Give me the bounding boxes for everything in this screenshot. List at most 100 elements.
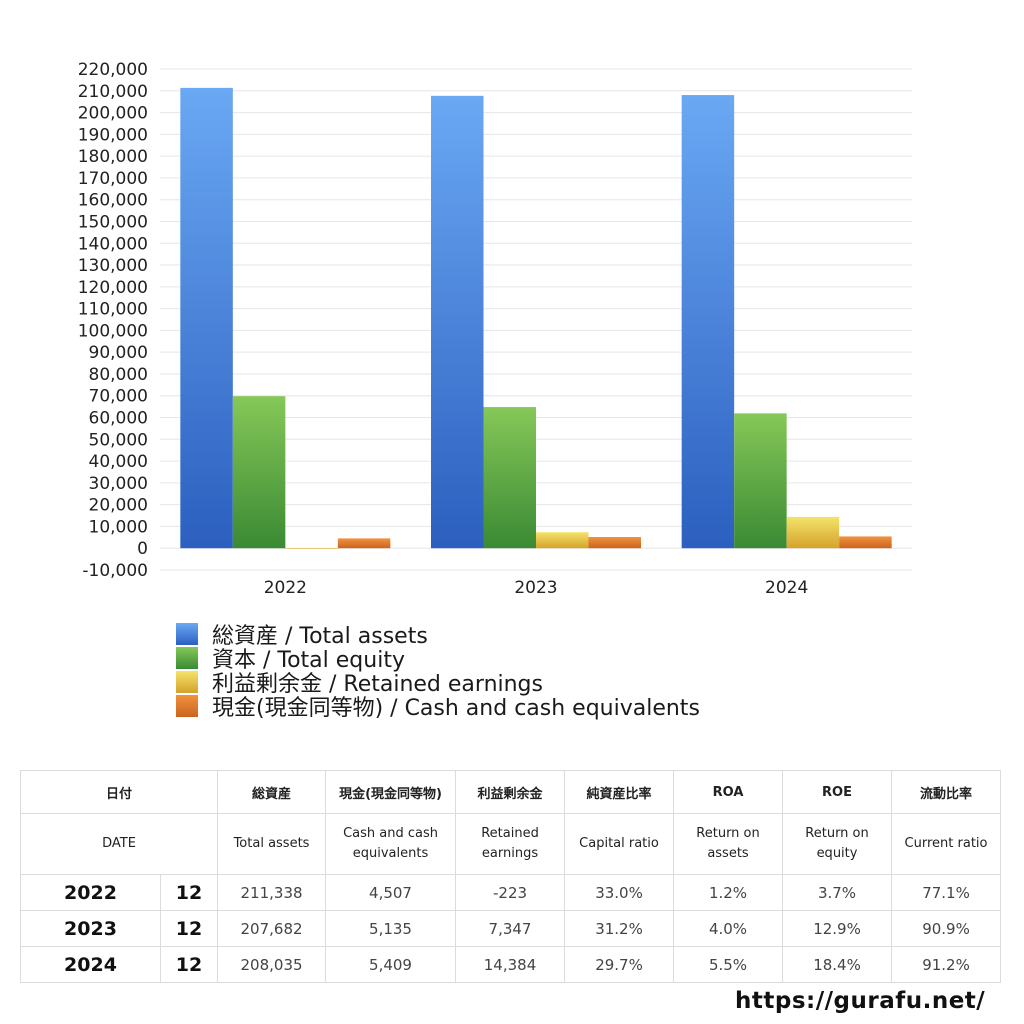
bar [285,548,338,550]
header-roa-en: Return on assets [673,813,784,875]
y-tick-label: 160,000 [78,191,148,211]
y-tick-label: 50,000 [89,430,148,450]
header-total-assets-jp: 総資産 [217,770,327,814]
row-capital-ratio: 29.7% [564,946,675,983]
header-roe-en: Return on equity [782,813,893,875]
bar [681,95,735,549]
bar [588,537,641,549]
table-row: 2023 12 207,682 5,135 7,347 31.2% 4.0% 1… [20,910,1002,947]
bar [337,538,391,549]
legend-item: 資本 / Total equity [176,646,700,673]
row-month: 12 [159,946,219,983]
table-row: 2024 12 208,035 5,409 14,384 29.7% 5.5% … [20,946,1002,983]
legend-swatch [176,647,198,669]
bar [431,95,484,549]
y-tick-label: 220,000 [78,60,148,80]
y-tick-label: 30,000 [89,474,148,494]
x-tick-label: 2024 [765,578,808,598]
row-retained: -223 [455,874,566,911]
row-year: 2022 [20,874,161,911]
row-current-ratio: 77.1% [891,874,1002,911]
row-capital-ratio: 33.0% [564,874,675,911]
row-roa: 1.2% [673,874,784,911]
row-cash: 4,507 [325,874,457,911]
row-month: 12 [159,874,219,911]
header-cash-jp: 現金(現金同等物) [325,770,457,814]
x-tick-label: 2022 [264,578,307,598]
table-header-jp: 日付 総資産 現金(現金同等物) 利益剰余金 純資産比率 ROA ROE 流動比… [19,770,1002,814]
header-retained-jp: 利益剰余金 [455,770,566,814]
table-header-en: DATE Total assets Cash and cash equivale… [19,813,1002,875]
header-capital-ratio-jp: 純資産比率 [564,770,675,814]
chart-legend: 総資産 / Total assets 資本 / Total equity 利益剰余金… [176,622,700,721]
y-tick-label: 210,000 [78,82,148,102]
bar [180,87,233,549]
legend-swatch [176,671,198,693]
y-tick-label: 110,000 [78,300,148,320]
row-roe: 3.7% [782,874,893,911]
row-roe: 12.9% [782,910,893,947]
y-tick-label: -10,000 [82,561,148,581]
y-tick-label: 120,000 [78,278,148,298]
y-tick-label: 150,000 [78,212,148,232]
row-roe: 18.4% [782,946,893,983]
y-tick-label: 80,000 [89,365,148,385]
header-roa-jp: ROA [673,770,784,814]
y-tick-label: 190,000 [78,125,148,145]
row-year: 2023 [20,910,161,947]
header-current-ratio-en: Current ratio [891,813,1002,875]
y-tick-label: 0 [137,539,148,559]
legend-label: 総資産 / Total assets [212,624,428,649]
row-roa: 4.0% [673,910,784,947]
table-row: 2022 12 211,338 4,507 -223 33.0% 1.2% 3.… [20,874,1002,911]
header-retained-en: Retained earnings [455,813,566,875]
row-year: 2024 [20,946,161,983]
legend-item: 利益剰余金 / Retained earnings [176,670,700,697]
legend-item: 現金(現金同等物) / Cash and cash equivalents [176,694,700,721]
y-tick-label: 70,000 [89,387,148,407]
row-roa: 5.5% [673,946,784,983]
header-cash-en: Cash and cash equivalents [325,813,457,875]
row-total-assets: 208,035 [217,946,327,983]
legend-label: 資本 / Total equity [212,648,405,673]
header-roe-jp: ROE [782,770,893,814]
row-retained: 7,347 [455,910,566,947]
header-date-en: DATE [19,813,219,875]
header-current-ratio-jp: 流動比率 [891,770,1002,814]
bar [734,413,787,549]
y-tick-label: 20,000 [89,496,148,516]
row-total-assets: 207,682 [217,910,327,947]
y-tick-label: 40,000 [89,452,148,472]
y-tick-label: 10,000 [89,517,148,537]
bar [232,396,286,549]
header-capital-ratio-en: Capital ratio [564,813,675,875]
y-tick-label: 140,000 [78,234,148,254]
row-total-assets: 211,338 [217,874,327,911]
y-tick-label: 200,000 [78,104,148,124]
legend-label: 現金(現金同等物) / Cash and cash equivalents [212,696,700,721]
row-capital-ratio: 31.2% [564,910,675,947]
row-retained: 14,384 [455,946,566,983]
x-tick-label: 2023 [514,578,557,598]
row-cash: 5,135 [325,910,457,947]
bar [536,532,589,549]
header-date-jp: 日付 [19,770,219,814]
bar [483,407,536,549]
bar [839,536,892,549]
y-tick-label: 60,000 [89,409,148,429]
header-total-assets-en: Total assets [217,813,327,875]
y-tick-label: 130,000 [78,256,148,276]
y-tick-label: 100,000 [78,321,148,341]
row-month: 12 [159,910,219,947]
row-cash: 5,409 [325,946,457,983]
site-url[interactable]: https://gurafu.net/ [735,988,986,1014]
legend-label: 利益剰余金 / Retained earnings [212,672,543,697]
y-tick-label: 180,000 [78,147,148,167]
y-tick-label: 90,000 [89,343,148,363]
bar-chart: -10,000010,00020,00030,00040,00050,00060… [78,60,912,598]
legend-item: 総資産 / Total assets [176,622,700,649]
legend-swatch [176,695,198,717]
legend-swatch [176,623,198,645]
y-tick-label: 170,000 [78,169,148,189]
financial-table: 日付 総資産 現金(現金同等物) 利益剰余金 純資産比率 ROA ROE 流動比… [19,770,1002,983]
